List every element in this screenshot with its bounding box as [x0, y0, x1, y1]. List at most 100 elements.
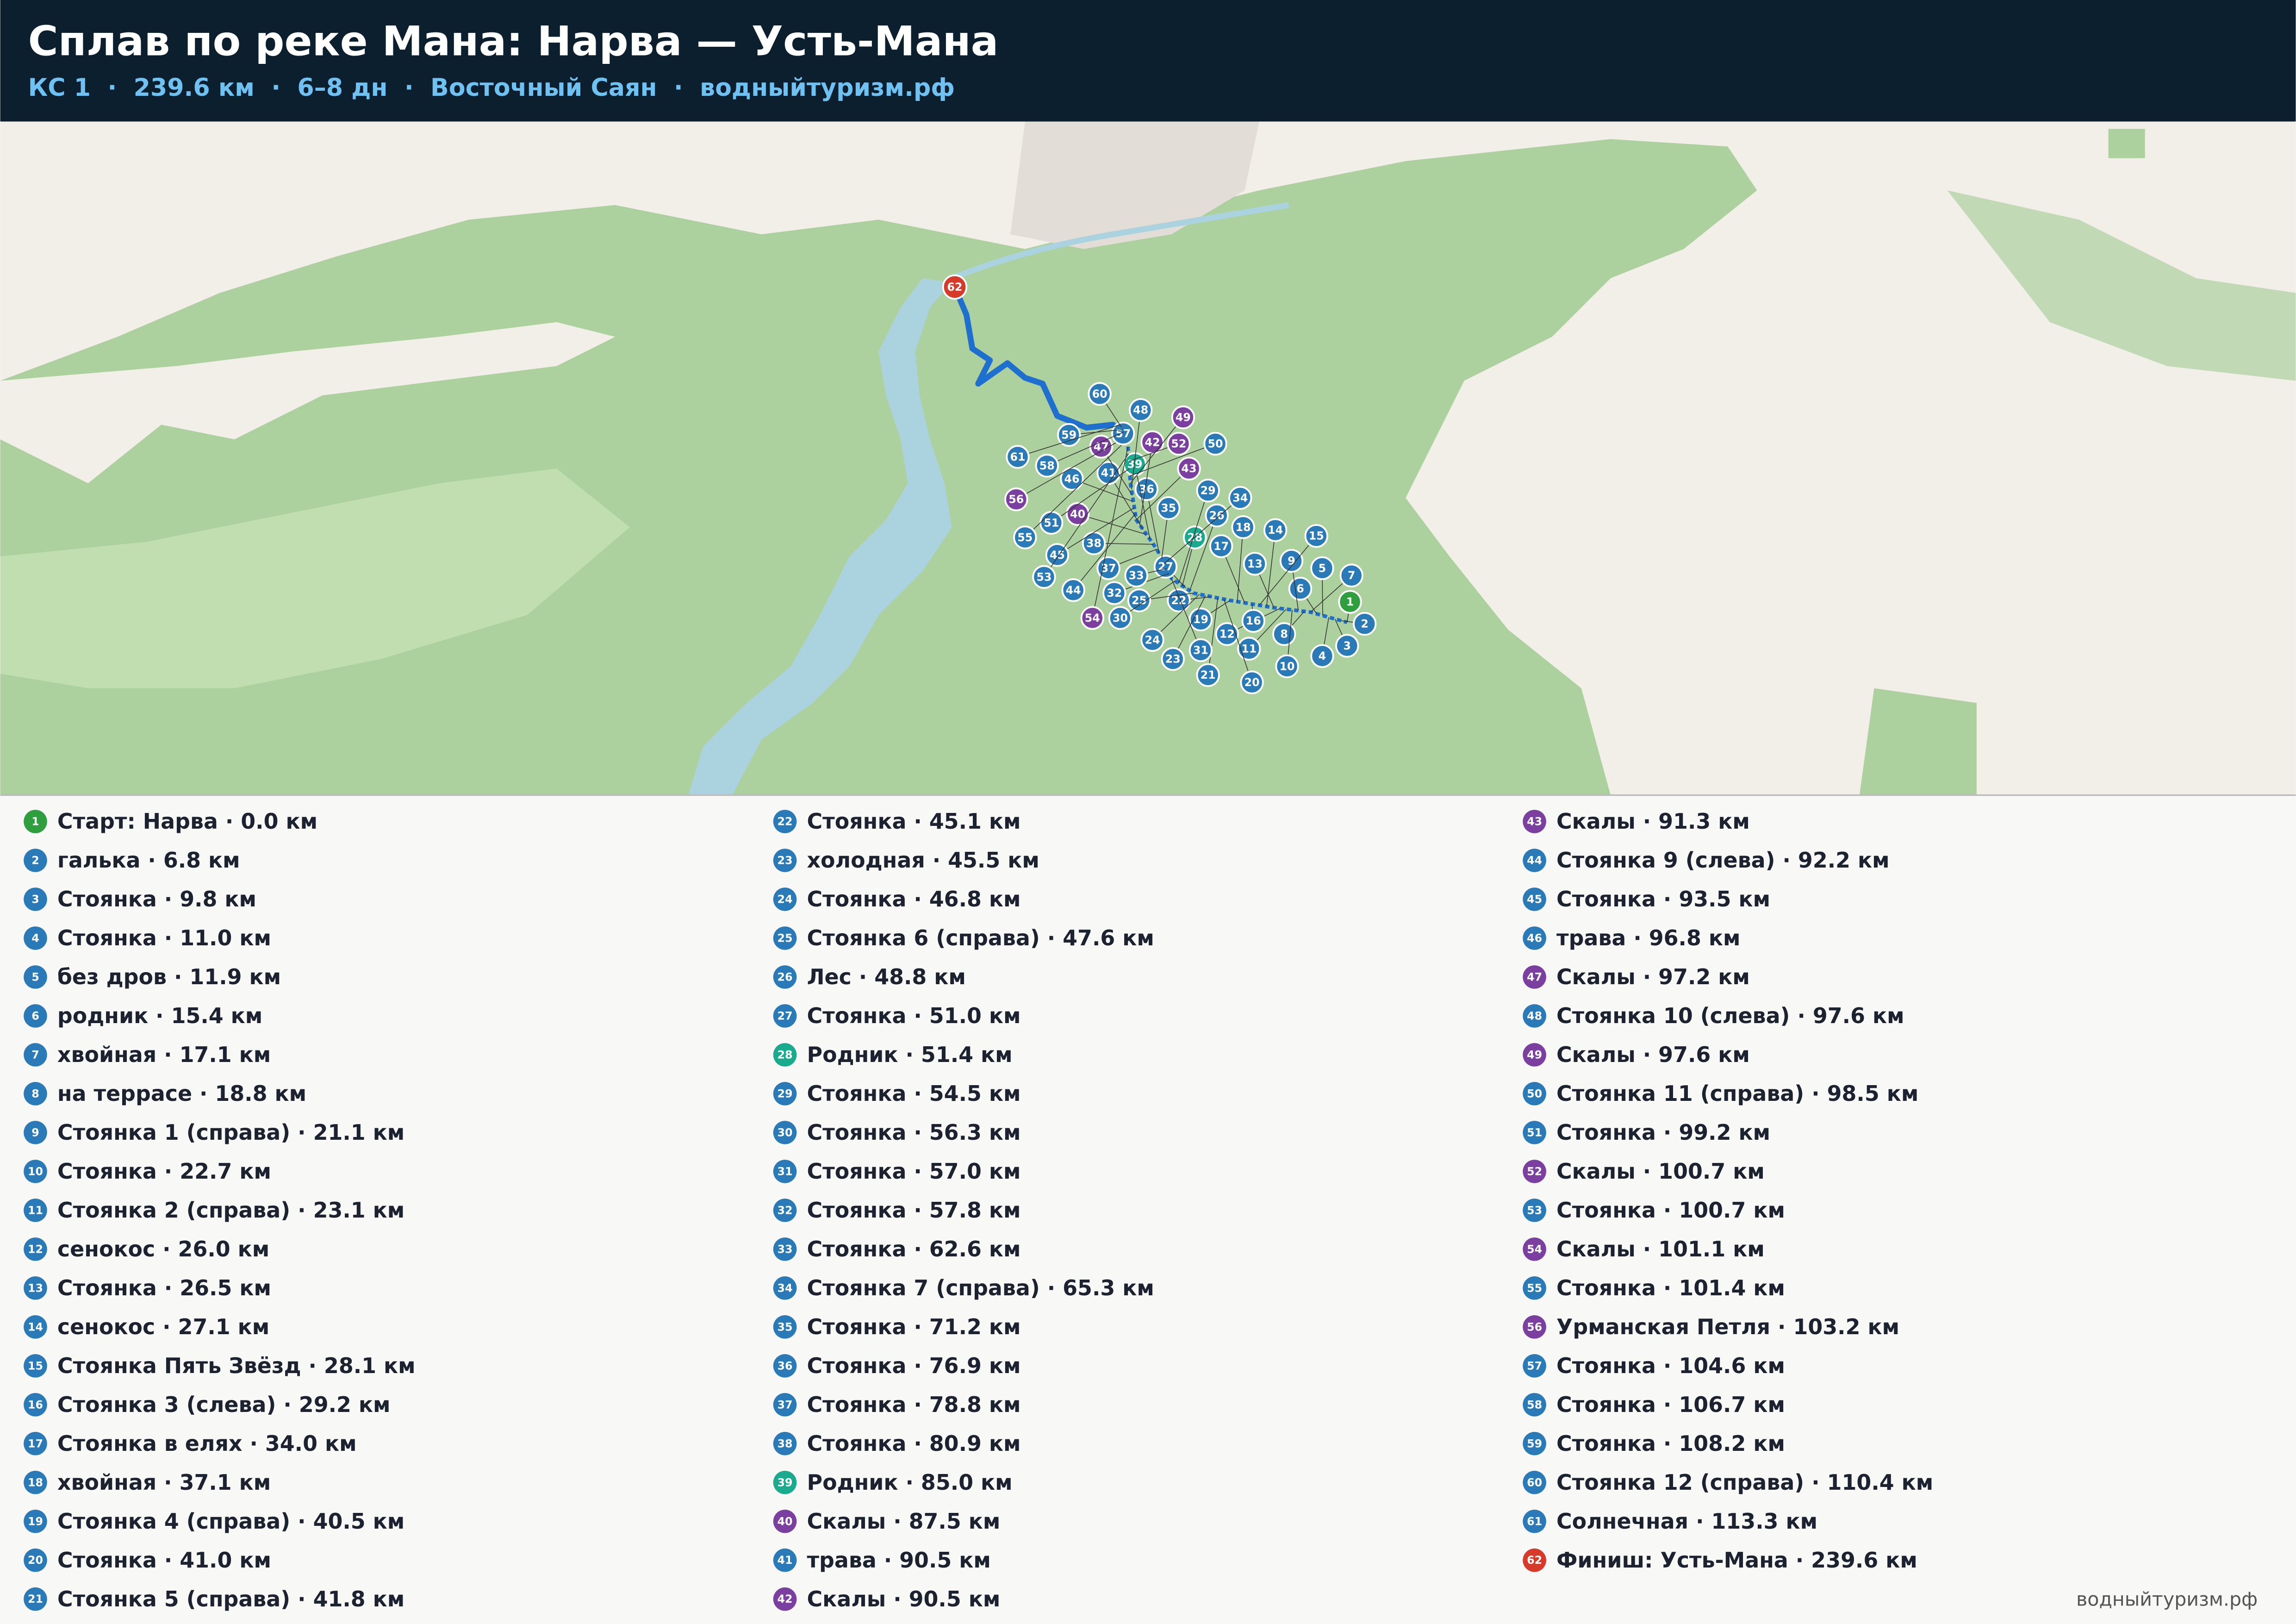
- legend-badge-number: 22: [778, 815, 793, 828]
- legend-badge-number: 50: [1527, 1087, 1542, 1100]
- legend-label: Стоянка · 46.8 км: [807, 887, 1020, 912]
- legend-label: Скалы · 91.3 км: [1556, 809, 1750, 834]
- legend-badge: [773, 1004, 797, 1028]
- legend-badge-number: 33: [778, 1243, 793, 1255]
- map-marker-number: 10: [1279, 660, 1294, 673]
- legend-badge: [24, 965, 47, 989]
- legend-label: галька · 6.8 км: [57, 848, 240, 873]
- map-marker: [1196, 663, 1220, 687]
- leader-line: [1171, 578, 1201, 650]
- map-marker: [1129, 398, 1153, 422]
- legend-label: Стоянка · 56.3 км: [807, 1120, 1020, 1145]
- legend-badge: [1523, 1354, 1546, 1378]
- leader-line: [1136, 468, 1189, 520]
- legend-badge: [24, 1043, 47, 1067]
- legend-badge: [773, 849, 797, 872]
- map-marker: [1215, 622, 1239, 646]
- legend-badge-number: 41: [778, 1554, 793, 1567]
- legend-badge-number: 58: [1527, 1398, 1542, 1411]
- map-marker: [1243, 552, 1267, 576]
- map-marker-number: 41: [1101, 467, 1116, 480]
- map-marker: [1339, 563, 1363, 587]
- yenisei: [951, 202, 1289, 281]
- map-marker: [1108, 606, 1132, 630]
- map-marker: [1161, 647, 1185, 671]
- map-marker: [1310, 644, 1334, 668]
- map-marker-number: 52: [1171, 437, 1186, 450]
- legend-label: Стоянка · 57.8 км: [807, 1198, 1020, 1223]
- legend-label: Родник · 51.4 км: [807, 1042, 1012, 1067]
- legend-badge: [24, 849, 47, 872]
- legend-label: Стоянка · 45.1 км: [807, 809, 1020, 834]
- leader-line: [1207, 598, 1219, 675]
- legend-badge-number: 15: [28, 1359, 43, 1372]
- map-marker: [1196, 479, 1220, 503]
- legend-badge: [1523, 1043, 1546, 1067]
- legend-badge: [24, 1393, 47, 1417]
- legend-label: без дров · 11.9 км: [57, 964, 281, 989]
- map-marker-number: 11: [1241, 642, 1257, 655]
- legend-badge: [24, 810, 47, 833]
- legend-badge: [24, 1587, 47, 1611]
- map-marker-number: 51: [1044, 516, 1059, 529]
- legend-label: Стоянка 3 (слева) · 29.2 км: [57, 1392, 391, 1417]
- legend-badge-number: 10: [28, 1165, 43, 1178]
- legend-badge: [24, 1199, 47, 1222]
- leader-line: [1073, 513, 1136, 591]
- legend-badge: [1523, 810, 1546, 833]
- map-marker-number: 53: [1036, 570, 1052, 583]
- map-marker: [1275, 654, 1299, 678]
- map-marker: [1353, 612, 1377, 636]
- map-marker-number: 37: [1101, 562, 1116, 575]
- legend-label: трава · 90.5 км: [807, 1548, 990, 1573]
- map-marker-number: 34: [1232, 491, 1248, 504]
- map-marker: [1102, 581, 1126, 605]
- legend-badge-number: 9: [31, 1126, 39, 1139]
- legend-badge: [24, 1315, 47, 1339]
- map-marker-number: 2: [1361, 618, 1369, 631]
- legend-badge-number: 25: [778, 932, 793, 945]
- legend-label: Скалы · 90.5 км: [807, 1587, 1000, 1612]
- map-marker: [1171, 405, 1195, 430]
- map-marker-number: 15: [1309, 530, 1324, 543]
- legend-badge: [24, 1548, 47, 1572]
- legend-badge: [773, 1237, 797, 1261]
- legend-label: холодная · 45.5 км: [807, 848, 1039, 873]
- legend-label: Стоянка · 9.8 км: [57, 887, 256, 912]
- legend-label: Стоянка · 11.0 км: [57, 925, 271, 950]
- legend-label: Солнечная · 113.3 км: [1556, 1509, 1817, 1534]
- legend-label: Стоянка 4 (справа) · 40.5 км: [57, 1509, 404, 1534]
- map-marker-number: 36: [1139, 483, 1154, 496]
- legend-label: трава · 96.8 км: [1556, 925, 1740, 950]
- legend-badge: [773, 1082, 797, 1106]
- leader-line: [1259, 536, 1317, 606]
- map-marker: [1167, 431, 1191, 456]
- legend-label: Стоянка · 78.8 км: [807, 1392, 1020, 1417]
- map-marker: [1032, 565, 1056, 589]
- legend-badge: [773, 1431, 797, 1455]
- map-marker: [1088, 382, 1112, 406]
- legend-badge: [1523, 1431, 1546, 1455]
- legend-badge: [1523, 1121, 1546, 1144]
- legend-badge-number: 52: [1527, 1165, 1542, 1178]
- map-marker-number: 33: [1129, 569, 1144, 582]
- legend-badge-number: 11: [28, 1204, 43, 1217]
- legend-badge: [773, 1509, 797, 1533]
- legend-badge-number: 2: [31, 854, 39, 867]
- legend-badge: [1523, 1199, 1546, 1222]
- map-marker: [1279, 549, 1304, 573]
- legend-label: Стоянка 5 (справа) · 41.8 км: [57, 1587, 404, 1612]
- map-marker-number: 8: [1280, 628, 1288, 641]
- map-marker: [1096, 556, 1120, 580]
- map-marker-number: 1: [1346, 595, 1354, 608]
- legend: 1 Старт: Нарва · 0.0 км 2 галька · 6.8 км 3 С…: [24, 809, 1933, 1612]
- legend-badge: [773, 1354, 797, 1378]
- map: [0, 121, 2296, 796]
- legend-badge-number: 60: [1527, 1476, 1542, 1489]
- leader-line: [1016, 437, 1126, 500]
- legend-label: Стоянка 1 (справа) · 21.1 км: [57, 1120, 404, 1145]
- legend-badge-number: 18: [28, 1476, 43, 1489]
- legend-badge-number: 17: [28, 1437, 43, 1450]
- river-route: [952, 284, 1131, 443]
